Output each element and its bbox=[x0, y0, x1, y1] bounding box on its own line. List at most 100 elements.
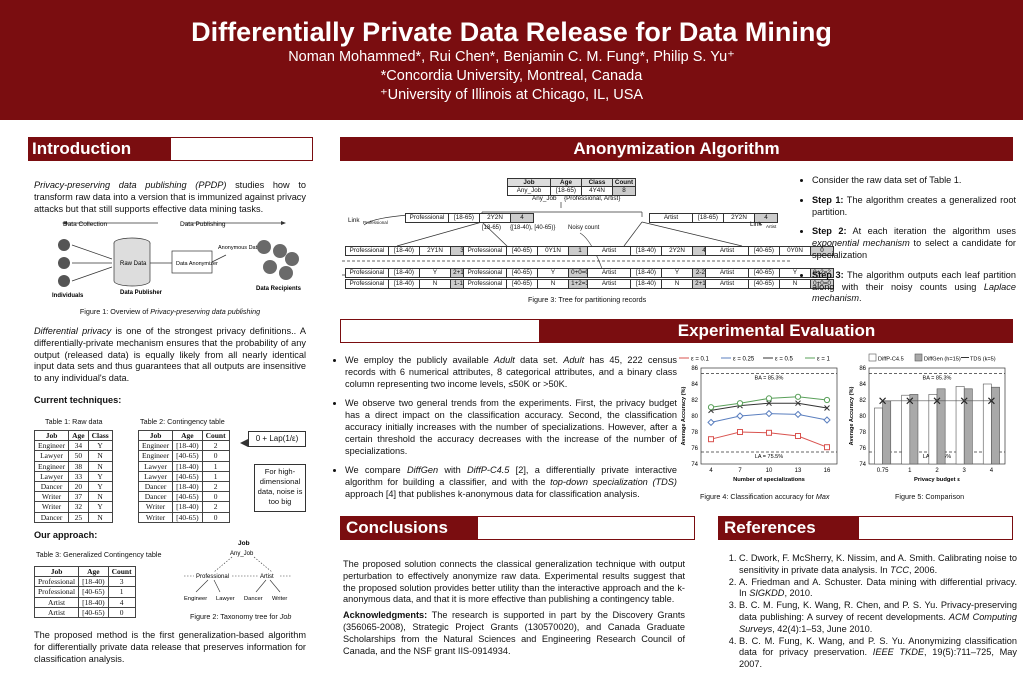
legend-label: ε = 0.1 bbox=[691, 357, 710, 363]
tree-noisy-row-y: Professional [40-65) Y 0+0=0 bbox=[463, 268, 592, 278]
tree-cell: [18-65) bbox=[448, 213, 480, 223]
arrow-icon bbox=[240, 439, 248, 447]
section-references: References bbox=[718, 516, 858, 540]
x-tick-label: 2 bbox=[935, 468, 939, 474]
data-point bbox=[824, 444, 830, 451]
section-rule bbox=[858, 516, 1013, 540]
tree-cell: 2Y2N bbox=[661, 246, 693, 256]
table-header: Age bbox=[78, 565, 109, 578]
y-axis-label: Average Accuracy (%) bbox=[681, 387, 687, 446]
figure-2-caption: Figure 2: Taxonomy tree for Job bbox=[190, 612, 292, 621]
raw-data-label: Raw Data bbox=[120, 261, 147, 267]
references-list: C. Dwork, F. McSherry, K. Nissim, and A.… bbox=[727, 553, 1017, 671]
legend-label: DiffGen (h=15) bbox=[924, 357, 961, 363]
authors: Noman Mohammed*, Rui Chen*, Benjamin C. … bbox=[288, 49, 735, 65]
table-row: Engineer 38 N bbox=[33, 460, 113, 472]
anonymous-data-label: Anonymous Data bbox=[218, 245, 261, 251]
bar bbox=[901, 394, 911, 465]
y-tick-label: 74 bbox=[859, 462, 866, 468]
table-row: Artist [40-65) 0 bbox=[33, 606, 136, 619]
table-row: Lawyer [18-40) 1 bbox=[137, 460, 230, 472]
tree-cell: 4 bbox=[510, 213, 534, 223]
table-row: Dancer 25 N bbox=[33, 511, 113, 523]
current-techniques-heading: Current techniques: bbox=[34, 395, 122, 405]
taxonomy-writer: Writer bbox=[272, 596, 287, 602]
y-axis-label: Average Accuracy (%) bbox=[849, 387, 855, 446]
x-tick-label: 4 bbox=[709, 468, 713, 474]
data-point bbox=[823, 416, 831, 424]
y-tick-label: 78 bbox=[859, 430, 866, 436]
tree-cell: [40-65) bbox=[748, 246, 780, 256]
taxonomy-lawyer: Lawyer bbox=[216, 596, 235, 602]
figure-5-caption: Figure 5: Comparison bbox=[895, 492, 965, 501]
x-tick-label: 13 bbox=[795, 468, 802, 474]
tree-node-professional: Professional [18-65) 2Y2N 4 bbox=[405, 213, 534, 223]
reference-line-label: BA = 85.3% bbox=[755, 376, 784, 382]
affiliation-1: *Concordia University, Montreal, Canada bbox=[380, 68, 643, 84]
data-point bbox=[736, 412, 744, 420]
publisher-label: Data Publisher bbox=[120, 290, 163, 296]
differential-privacy-paragraph: Differential privacy is one of the stron… bbox=[34, 326, 306, 384]
legend-swatch bbox=[868, 353, 877, 362]
tree-cell: 0+2=2 bbox=[810, 268, 834, 278]
root-label: Any_Job bbox=[532, 195, 557, 202]
y-tick-label: 82 bbox=[859, 398, 866, 404]
section-introduction: Introduction bbox=[28, 137, 170, 161]
figure-4-caption: Figure 4: Classification accuracy for Ma… bbox=[700, 492, 830, 501]
table-2-caption: Table 2: Contingency table bbox=[140, 417, 225, 426]
x-axis-label: Privacy budget ε bbox=[914, 477, 960, 483]
tree-cell: N bbox=[537, 279, 569, 289]
x-tick-label: 16 bbox=[824, 468, 831, 474]
tree-cell: [18-40) bbox=[388, 268, 420, 278]
reference-item: B. C. M. Fung, K. Wang, R. Chen, and P. … bbox=[739, 600, 1017, 635]
tree-noisy-row-n: Artist [18-40) N 2+1=3 bbox=[587, 279, 716, 289]
anonymizer-label: Data Anonymizer bbox=[176, 261, 218, 267]
age-split-label: {[18-40), [40-65)} bbox=[510, 225, 556, 231]
taxonomy-engineer: Engineer bbox=[184, 596, 207, 602]
x-tick-label: 10 bbox=[766, 468, 773, 474]
table-row: Professional [40-65) 1 bbox=[33, 586, 136, 598]
affiliation-2: ⁺University of Illinois at Chicago, IL, … bbox=[379, 87, 644, 103]
y-tick-label: 76 bbox=[691, 446, 698, 452]
tree-cell: 0+0=0 bbox=[810, 279, 834, 289]
table-header: Class bbox=[87, 429, 113, 442]
legend-label: DiffP-C4.5 bbox=[878, 357, 904, 363]
intro-paragraph: Privacy-preserving data publishing (PPDP… bbox=[34, 180, 306, 214]
data-point bbox=[824, 405, 830, 411]
tree-cell: Artist bbox=[587, 268, 631, 278]
bar bbox=[928, 394, 938, 465]
reference-item: A. Friedman and A. Schuster. Data mining… bbox=[739, 577, 1017, 601]
table-row: Engineer [18-40) 2 bbox=[137, 440, 230, 452]
data-point bbox=[765, 395, 773, 402]
tree-node-artist: Artist [18-65) 2Y2N 4 bbox=[649, 213, 778, 223]
recipients-icon bbox=[257, 240, 299, 280]
tree-cell: [40-65) bbox=[748, 268, 780, 278]
raw-data-table: Job Age Class Engineer 34 Y Lawyer 50 N Engi… bbox=[33, 429, 113, 523]
tree-cell: [40-65) bbox=[506, 246, 538, 256]
x-tick-label: 0.75 bbox=[877, 468, 889, 474]
taxonomy-title: Job bbox=[238, 540, 250, 547]
figure-1-ppdp-overview: Data Collection Data Publishing Individu… bbox=[52, 221, 302, 299]
table-row: Writer [40-65) 0 bbox=[137, 511, 230, 523]
section-experimental: Experimental Evaluation bbox=[540, 319, 1013, 343]
table-row: Engineer [40-65) 0 bbox=[137, 450, 230, 462]
tree-cell: [40-65) bbox=[506, 268, 538, 278]
table-header: Job bbox=[33, 565, 80, 578]
table-row: Lawyer 50 N bbox=[33, 450, 113, 462]
tree-cell: Artist bbox=[649, 213, 693, 223]
x-tick-label: 1 bbox=[908, 468, 912, 474]
table-row: Dancer [18-40) 2 bbox=[137, 481, 230, 493]
contingency-table: Job Age Count Engineer [18-40) 2 Engineer[… bbox=[137, 429, 230, 523]
taxonomy-root: Any_Job bbox=[230, 551, 254, 557]
tree-noisy-row-y: Professional [18-40) Y 2+1=3 bbox=[345, 268, 474, 278]
table-row: Writer [18-40) 2 bbox=[137, 501, 230, 513]
reference-line-label: LA = 75.5% bbox=[755, 454, 783, 460]
figure-3-partition-tree: Job Age Class Count Any_Job [18-65) 4Y4N 8 Profe… bbox=[342, 170, 834, 304]
tree-cell: Artist bbox=[705, 279, 749, 289]
data-point bbox=[795, 400, 801, 407]
table-header: Count bbox=[107, 565, 136, 578]
y-tick-label: 80 bbox=[691, 414, 698, 420]
data-publishing-label: Data Publishing bbox=[180, 221, 226, 228]
bar bbox=[874, 407, 883, 465]
tree-cell: Artist bbox=[705, 268, 749, 278]
